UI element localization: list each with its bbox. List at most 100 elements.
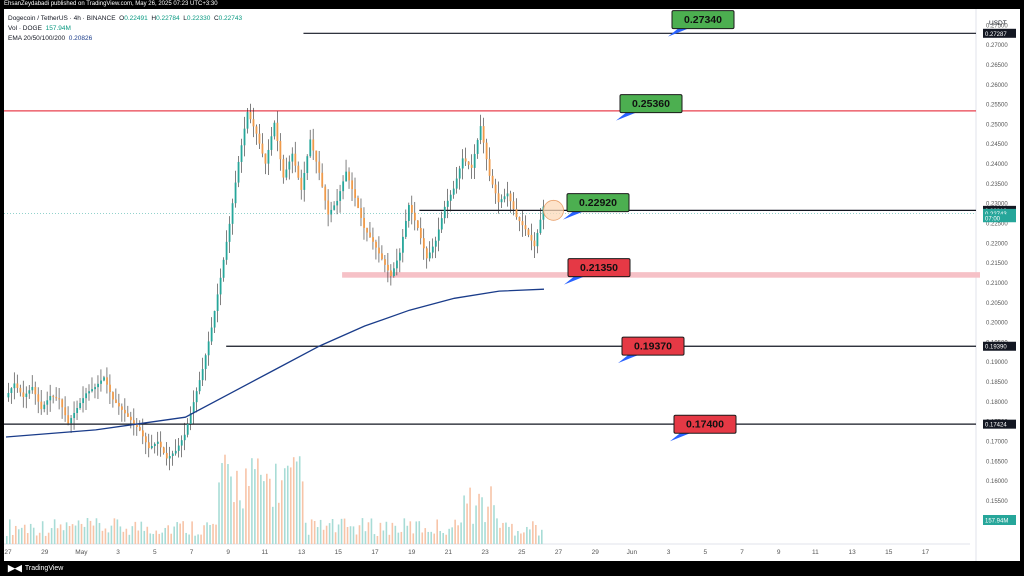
volume-bar <box>418 521 421 544</box>
candle-body <box>527 229 530 235</box>
publisher-text: EhsanZeydabadi published on TradingView.… <box>4 1 218 7</box>
time-axis-label: 27 <box>555 549 563 556</box>
candle-body <box>192 402 195 414</box>
price-tick-label: 0.24000 <box>986 162 1008 168</box>
volume-bar <box>206 522 208 544</box>
currency-label: USDT <box>989 20 1007 27</box>
volume-row[interactable]: Vol · DOGE 157.94M <box>8 24 242 34</box>
volume-bar <box>385 521 388 544</box>
volume-bar <box>442 533 444 544</box>
level-callout-text: 0.22920 <box>579 197 617 209</box>
time-axis-label: 9 <box>226 549 230 556</box>
volume-bar <box>346 526 349 544</box>
candle-body <box>222 259 225 278</box>
candle-body <box>189 413 192 424</box>
support-zone[interactable] <box>342 272 981 278</box>
time-axis-label: 7 <box>190 549 194 556</box>
candle-body <box>243 128 246 146</box>
candle-body <box>312 139 315 151</box>
candle-body <box>195 391 198 403</box>
ema-200-line[interactable] <box>5 288 545 438</box>
symbol-name[interactable]: Dogecoin / TetherUS · 4h · BINANCE <box>8 15 116 22</box>
volume-bar <box>409 521 412 544</box>
level-callout-box[interactable] <box>566 193 630 213</box>
candle-body <box>405 220 407 237</box>
candle-body <box>306 156 309 174</box>
candle-body <box>393 268 395 277</box>
low-value: 0.22330 <box>186 15 211 22</box>
chart-frame[interactable]: USDT 0.27500 0.27000 0.26500 0.26000 0.25500 0… <box>4 9 1020 561</box>
volume-bar <box>107 532 110 544</box>
candle-body <box>509 193 512 202</box>
volume-bar <box>23 524 26 544</box>
candle-body <box>177 445 180 451</box>
volume-bar <box>316 527 319 544</box>
candle-body <box>342 181 345 192</box>
volume-bar <box>158 533 161 544</box>
candle-body <box>46 400 49 405</box>
time-axis-label: 5 <box>153 549 157 556</box>
candle-body <box>225 241 228 260</box>
candle-body <box>70 418 73 424</box>
ema-row[interactable]: EMA 20/50/100/200 0.20826 <box>8 34 242 44</box>
candle-body <box>521 221 524 226</box>
volume-bar <box>286 465 289 544</box>
price-axis-badge <box>983 208 1016 218</box>
candle-body <box>180 440 183 446</box>
candle-body <box>25 393 28 397</box>
candle-body <box>252 119 255 127</box>
time-axis-label: May <box>75 549 88 556</box>
high-value: 0.22784 <box>156 15 180 22</box>
price-tick-label: 0.27000 <box>986 43 1008 49</box>
low-label: L <box>183 15 187 22</box>
candle-body <box>422 238 425 249</box>
candle-body <box>156 441 159 444</box>
level-callout-box[interactable] <box>619 94 683 114</box>
volume-bar <box>379 522 382 544</box>
time-axis-label: 27 <box>4 549 12 556</box>
price-axis-badge-text: 07:00 <box>985 217 1001 223</box>
candle-body <box>234 182 237 204</box>
symbol-row[interactable]: Dogecoin / TetherUS · 4h · BINANCE O0.22… <box>8 14 242 24</box>
ema-value: 0.20826 <box>68 35 93 42</box>
volume-bar <box>430 531 433 544</box>
time-axis-label: 13 <box>298 549 306 556</box>
candle-body <box>109 384 111 393</box>
candle-body <box>518 217 521 222</box>
time-axis-label: 25 <box>518 549 526 556</box>
volume-bar <box>511 523 513 544</box>
candle-body <box>34 386 37 395</box>
candle-body <box>455 178 458 189</box>
candle-body <box>150 446 153 449</box>
callout-pointer <box>563 211 583 220</box>
candle-body <box>141 430 144 437</box>
volume-bar <box>152 533 155 544</box>
candle-body <box>106 377 108 385</box>
candle-body <box>321 172 324 187</box>
level-callout-box[interactable] <box>567 258 631 278</box>
volume-bar <box>239 500 241 544</box>
volume-bar <box>167 525 169 544</box>
volume-bar <box>227 464 229 544</box>
volume-bar <box>394 525 397 544</box>
level-callout-box[interactable] <box>621 336 685 356</box>
level-callout-box[interactable] <box>673 414 737 434</box>
volume-bar <box>197 534 199 544</box>
level-callout-box[interactable] <box>671 10 735 30</box>
candle-body <box>273 122 276 137</box>
volume-bar <box>119 526 122 544</box>
volume-bar <box>254 469 256 544</box>
volume-bar <box>62 530 65 544</box>
volume-bar <box>277 502 280 544</box>
volume-bar <box>436 519 438 544</box>
candle-body <box>431 246 434 253</box>
volume-bar <box>95 518 98 544</box>
volume-bar <box>301 481 304 544</box>
price-tick-label: 0.27500 <box>986 23 1008 29</box>
volume-bar <box>242 508 244 544</box>
price-tick-label: 0.18500 <box>986 380 1008 386</box>
volume-bar <box>71 524 74 544</box>
candle-body <box>115 399 117 403</box>
candle-body <box>300 177 303 190</box>
